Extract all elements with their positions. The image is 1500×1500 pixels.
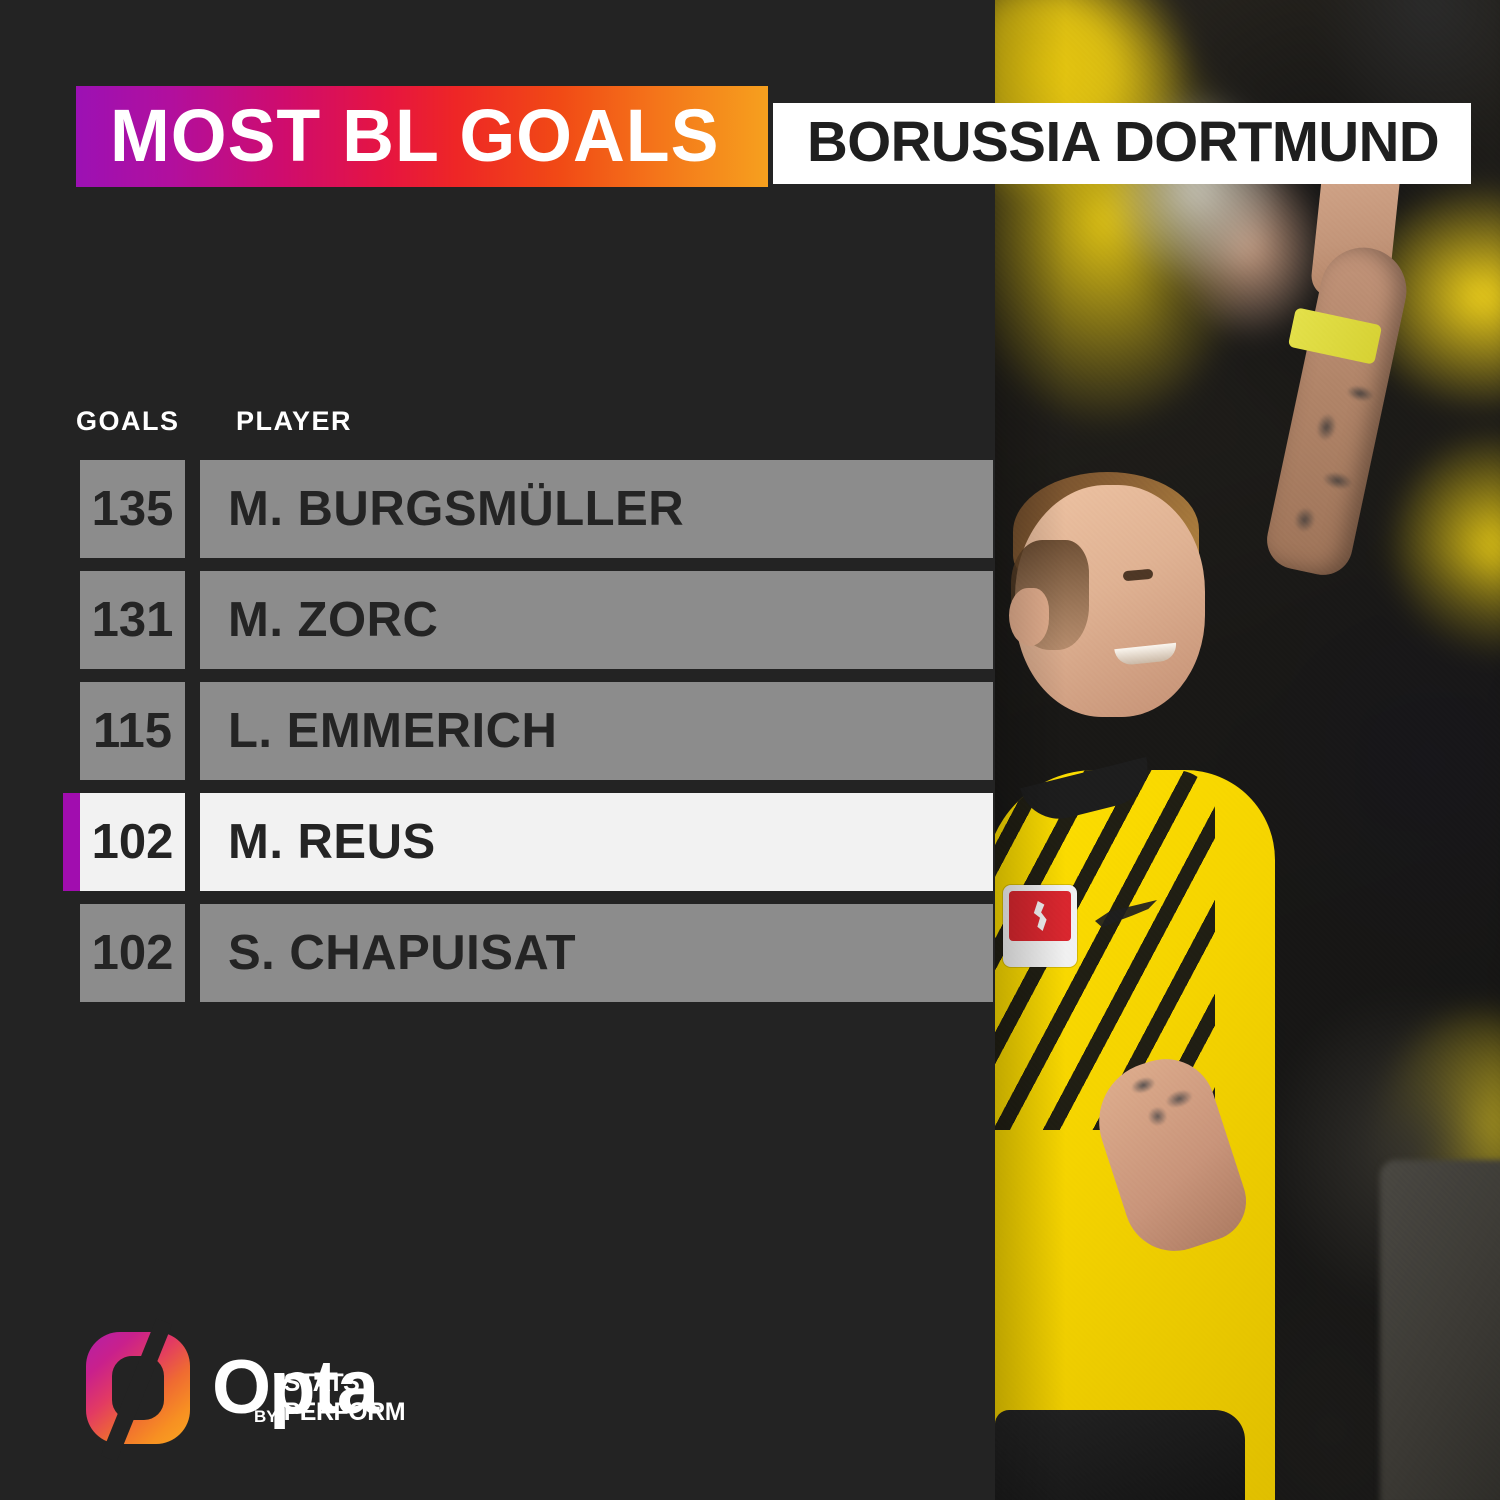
page-title: MOST BL GOALS <box>110 94 720 177</box>
goals-cell: 135 <box>80 460 185 558</box>
player-cell: L. EMMERICH <box>200 682 993 780</box>
stadium-seat <box>1380 1160 1500 1500</box>
player-cell: S. CHAPUISAT <box>200 904 993 1002</box>
goals-cell: 115 <box>80 682 185 780</box>
column-header-player: PLAYER <box>236 406 353 436</box>
bundesliga-badge-icon <box>1003 885 1077 967</box>
goals-value: 115 <box>92 704 173 758</box>
goals-value: 102 <box>91 926 174 980</box>
page-subtitle: BORUSSIA DORTMUND <box>806 110 1440 174</box>
goals-cell: 131 <box>80 571 185 669</box>
table-row[interactable]: 131 M. ZORC <box>63 571 993 669</box>
table-row[interactable]: 102 S. CHAPUISAT <box>63 904 993 1002</box>
goals-value: 102 <box>91 815 174 869</box>
goals-cell: 102 <box>80 904 185 1002</box>
goals-value: 135 <box>91 482 174 536</box>
highlight-accent-bar <box>63 793 80 891</box>
opta-mark-icon <box>86 1318 190 1462</box>
player-photo <box>995 0 1500 1500</box>
player-shorts <box>995 1410 1245 1500</box>
goals-cell: 102 <box>80 793 185 891</box>
opta-byline: BY STATS PERFORM <box>254 1368 406 1427</box>
player-name: L. EMMERICH <box>228 704 558 758</box>
opta-wordmark-block: Opta BY STATS PERFORM <box>212 1345 406 1431</box>
player-name: M. REUS <box>228 815 436 869</box>
goals-table: GOALS PLAYER 135 M. BURGSMÜLLER 131 M. Z… <box>63 406 993 1015</box>
player-name: M. ZORC <box>228 593 439 647</box>
title-gradient-band: MOST BL GOALS <box>76 86 769 188</box>
player-cell: M. REUS <box>200 793 993 891</box>
opta-logo: Opta BY STATS PERFORM <box>86 1318 406 1462</box>
table-header-row: GOALS PLAYER <box>63 406 993 437</box>
player-cell: M. BURGSMÜLLER <box>200 460 993 558</box>
player-cell: M. ZORC <box>200 571 993 669</box>
photo-grain <box>995 0 1500 1500</box>
player-name: M. BURGSMÜLLER <box>228 482 685 536</box>
table-row[interactable]: 115 L. EMMERICH <box>63 682 993 780</box>
byline-provider: STATS PERFORM <box>283 1368 406 1426</box>
player-name: S. CHAPUISAT <box>228 926 577 980</box>
player-ear <box>1009 588 1049 646</box>
byline-by: BY <box>254 1406 278 1426</box>
opta-wordmark: Opta <box>212 1345 379 1431</box>
subtitle-white-band: BORUSSIA DORTMUND <box>772 103 1472 184</box>
header-block: MOST BL GOALS BORUSSIA DORTMUND <box>76 86 1472 188</box>
table-row[interactable]: 135 M. BURGSMÜLLER <box>63 460 993 558</box>
goals-value: 131 <box>91 593 174 647</box>
column-header-goals: GOALS <box>76 406 180 436</box>
table-row-highlighted[interactable]: 102 M. REUS <box>63 793 993 891</box>
